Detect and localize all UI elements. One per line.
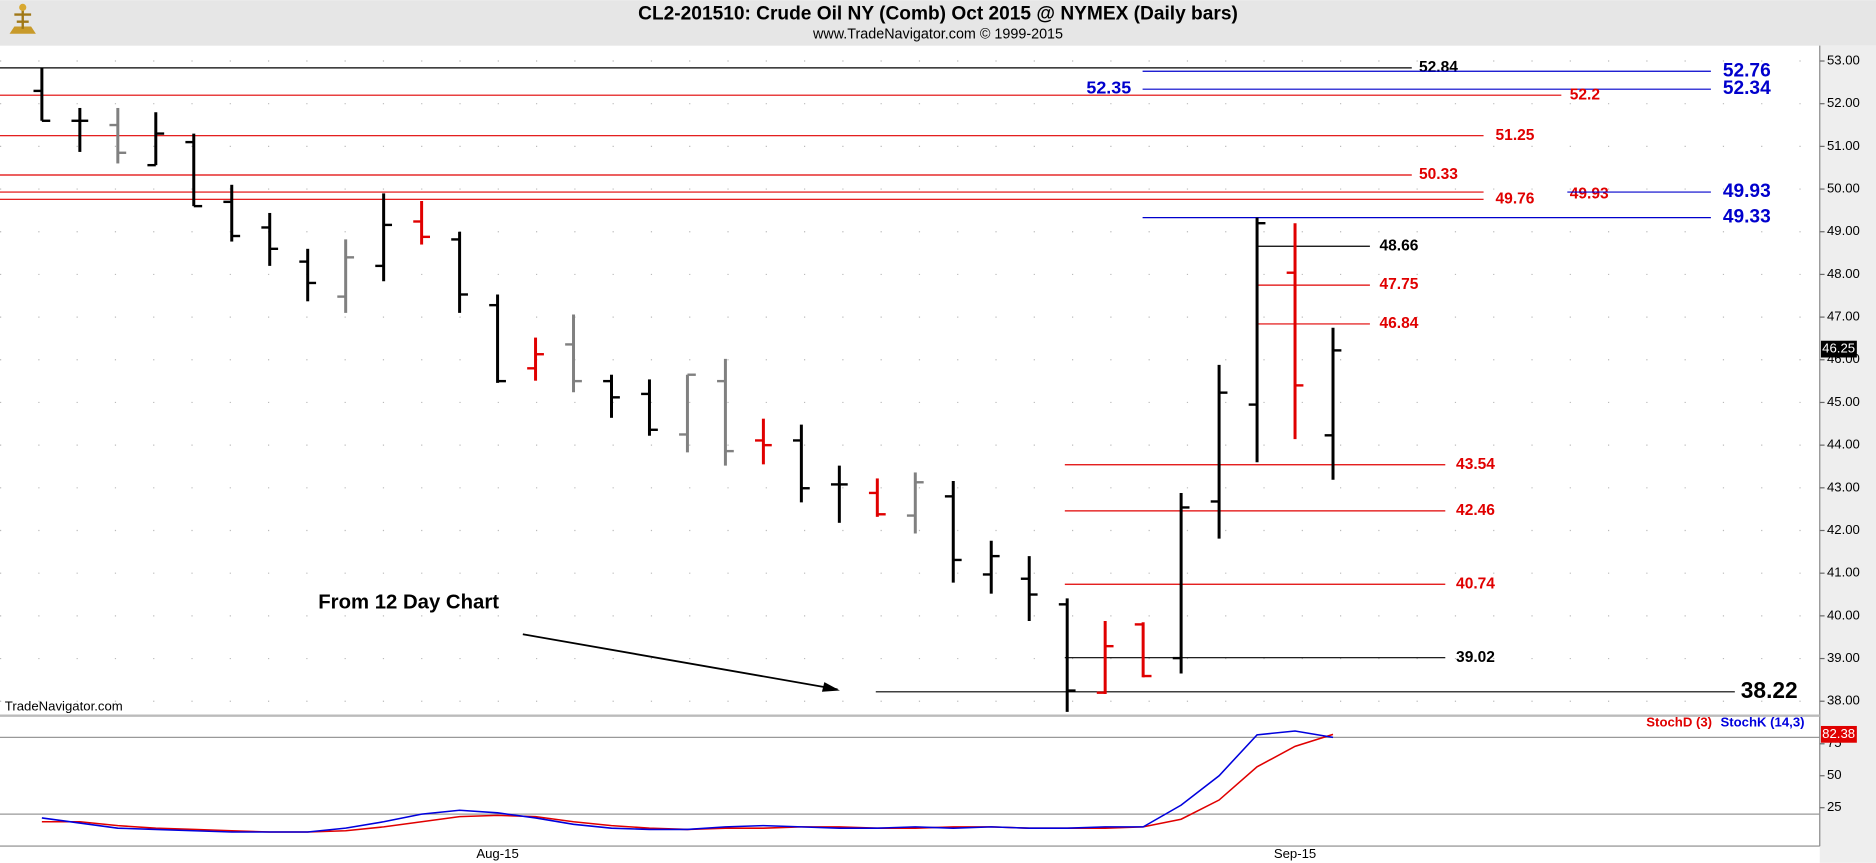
legend-entry: StochK (14,3) bbox=[1720, 714, 1804, 729]
level-label: 49.93 bbox=[1723, 181, 1771, 202]
last-price-box bbox=[1820, 340, 1857, 358]
level-label: 52.76 bbox=[1723, 60, 1771, 81]
y-tick-label: 52.00 bbox=[1827, 95, 1860, 110]
y-tick-label: 43.00 bbox=[1827, 479, 1860, 494]
last-value-box bbox=[1820, 725, 1857, 743]
y-tick-label: 25 bbox=[1827, 799, 1842, 814]
last-price-label: 46.25 bbox=[1822, 341, 1855, 356]
y-tick-label: 41.00 bbox=[1827, 565, 1860, 580]
y-tick-label: 40.00 bbox=[1827, 607, 1860, 622]
level-label: 39.02 bbox=[1456, 649, 1495, 666]
level-label: 52.34 bbox=[1723, 78, 1771, 99]
level-label: 49.93 bbox=[1570, 186, 1609, 203]
y-tick-label: 51.00 bbox=[1827, 138, 1860, 153]
y-tick-label: 42.00 bbox=[1827, 522, 1860, 537]
x-tick-label: Sep-15 bbox=[1274, 846, 1316, 861]
x-tick-label: Aug-15 bbox=[476, 846, 518, 861]
annotation: From 12 Day Chart bbox=[318, 592, 499, 614]
level-label: 48.66 bbox=[1379, 237, 1418, 254]
y-tick-label: 49.00 bbox=[1827, 223, 1860, 238]
chart-subtitle: www.TradeNavigator.com © 1999-2015 bbox=[812, 27, 1063, 43]
chart-title: CL2-201510: Crude Oil NY (Comb) Oct 2015… bbox=[638, 4, 1238, 25]
level-label: 52.84 bbox=[1419, 59, 1458, 76]
y-tick-label: 53.00 bbox=[1827, 52, 1860, 67]
y-tick-label: 44.00 bbox=[1827, 437, 1860, 452]
level-label: 50.33 bbox=[1419, 166, 1458, 183]
level-label: 40.74 bbox=[1456, 575, 1495, 592]
source: TradeNavigator.com bbox=[5, 699, 123, 714]
y-tick-label: 48.00 bbox=[1827, 266, 1860, 281]
level-label: 42.46 bbox=[1456, 502, 1495, 519]
annotation-arrow bbox=[522, 633, 840, 692]
legend-entry: StochD (3) bbox=[1646, 714, 1712, 729]
header-bar bbox=[0, 0, 1876, 46]
y-tick-label: 50.00 bbox=[1827, 181, 1860, 196]
level-label: 52.35 bbox=[1086, 77, 1131, 97]
level-label: 43.54 bbox=[1456, 456, 1495, 473]
y-tick-label: 47.00 bbox=[1827, 309, 1860, 324]
stoch-line bbox=[41, 730, 1334, 833]
last-value-label: 82.38 bbox=[1822, 726, 1855, 741]
level-label: 38.22 bbox=[1741, 677, 1798, 703]
level-label: 47.75 bbox=[1379, 276, 1418, 293]
level-label: 49.76 bbox=[1496, 190, 1535, 207]
y-tick-label: 38.00 bbox=[1827, 693, 1860, 708]
level-label: 52.2 bbox=[1570, 86, 1601, 103]
level-label: 51.25 bbox=[1496, 127, 1535, 144]
y-tick-label: 45.00 bbox=[1827, 394, 1860, 409]
y-tick-label: 50 bbox=[1827, 767, 1842, 782]
level-label: 46.84 bbox=[1379, 315, 1418, 332]
logo bbox=[9, 3, 36, 34]
y-tick-label: 39.00 bbox=[1827, 650, 1860, 665]
level-label: 49.33 bbox=[1723, 207, 1771, 228]
